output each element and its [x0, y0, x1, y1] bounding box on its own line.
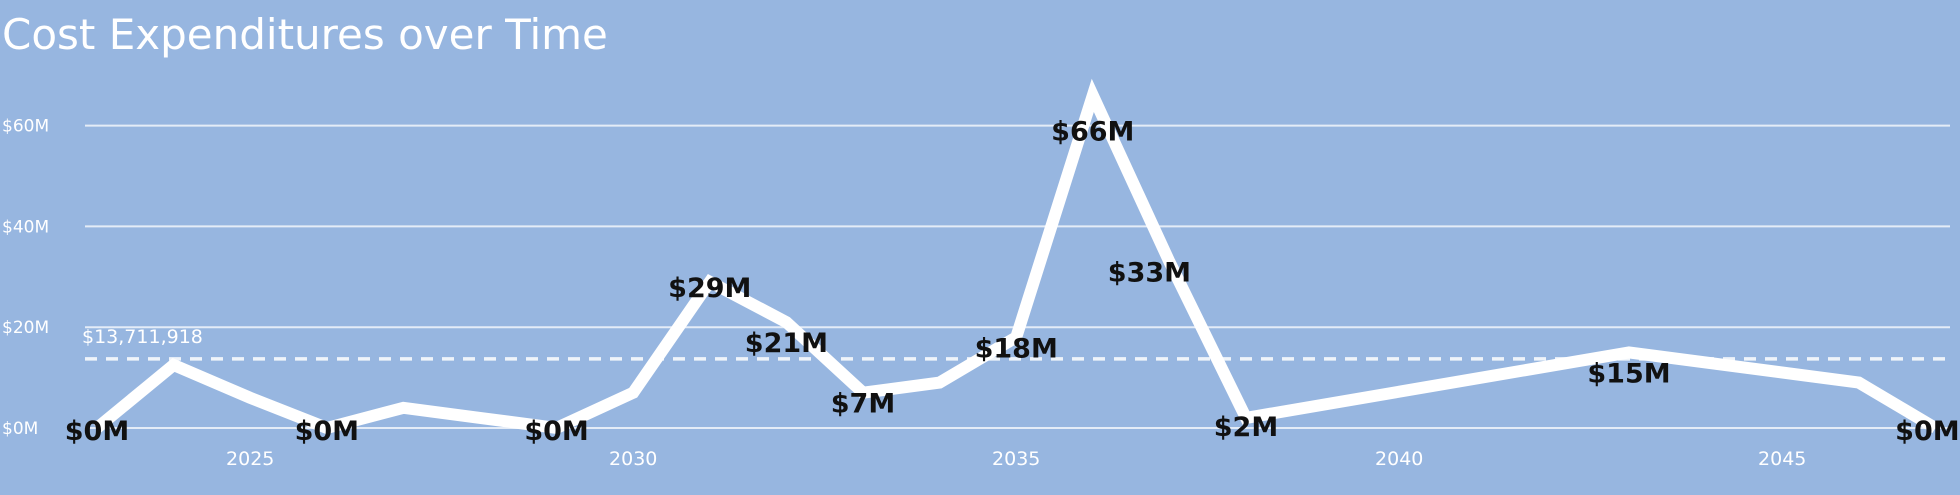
data-label-3: $0M: [295, 416, 359, 447]
series-line: [93, 78, 1939, 435]
data-label-9: $21M: [745, 328, 828, 359]
data-label-8: $29M: [668, 273, 751, 304]
y-tick-label-3: $60M: [2, 117, 49, 137]
data-label-13: $66M: [1051, 116, 1134, 147]
data-label-6: $0M: [524, 416, 588, 447]
x-tick-label-4: 2045: [1758, 448, 1806, 470]
x-tick-label-3: 2040: [1375, 448, 1423, 470]
data-label-0: $0M: [65, 416, 129, 447]
x-tick-label-0: 2025: [226, 448, 274, 470]
y-tick-label-1: $20M: [2, 318, 49, 338]
x-tick-label-1: 2030: [609, 448, 657, 470]
data-label-18: $0M: [1895, 416, 1959, 447]
y-tick-label-2: $40M: [2, 217, 49, 237]
data-label-12: $18M: [975, 333, 1058, 364]
x-tick-label-2: 2035: [992, 448, 1040, 470]
chart-title: Cost Expenditures over Time: [2, 10, 608, 59]
data-label-16: $15M: [1587, 358, 1670, 389]
data-label-10: $7M: [831, 389, 895, 420]
data-label-14: $33M: [1108, 258, 1191, 289]
y-tick-label-0: $0M: [2, 419, 38, 439]
reference-line-label: $13,711,918: [82, 326, 203, 348]
data-label-15: $2M: [1214, 412, 1278, 443]
